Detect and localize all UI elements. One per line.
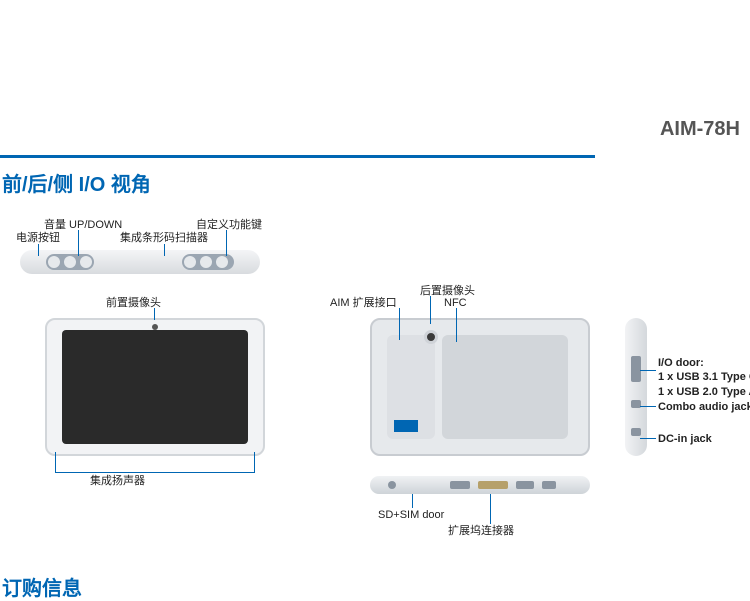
section-heading-2: 订购信息 (2, 572, 82, 601)
device-rear (370, 318, 590, 456)
front-camera-dot (152, 324, 158, 330)
port-misc1 (516, 481, 534, 489)
scanner-key-cluster (182, 254, 234, 270)
label-dock: 扩展坞连接器 (448, 524, 514, 538)
power-volume-cluster (46, 254, 94, 270)
section-heading: 前/后/侧 I/O 视角 (2, 168, 151, 197)
model-number: AIM-78H (660, 118, 740, 141)
leader (640, 438, 656, 439)
rear-brand-badge (394, 420, 418, 432)
device-side-edge (625, 318, 647, 456)
device-top-edge (20, 250, 260, 274)
leader (456, 308, 457, 342)
leader (78, 230, 79, 256)
label-front-cam: 前置摄像头 (106, 296, 161, 310)
label-io-door: I/O door: 1 x USB 3.1 Type C 1 x USB 2.0… (658, 356, 750, 399)
rear-camera-dot (424, 330, 438, 344)
port-misc2 (542, 481, 556, 489)
label-dc: DC-in jack (658, 432, 712, 446)
slot-io-door (631, 356, 641, 382)
leader (412, 494, 413, 508)
leader (38, 244, 39, 256)
leader (254, 452, 255, 472)
leader (640, 370, 656, 371)
label-aim-port: AIM 扩展接口 (330, 296, 397, 310)
rear-battery-panel (442, 335, 568, 439)
leader (226, 230, 227, 256)
leader (490, 494, 491, 524)
leader (430, 296, 431, 324)
header-rule (0, 155, 595, 158)
label-speaker: 集成扬声器 (90, 474, 145, 488)
leader (399, 308, 400, 340)
port-hole (388, 481, 396, 489)
leader (55, 452, 56, 472)
label-volume: 音量 UP/DOWN (44, 218, 122, 232)
slot-dc (631, 428, 641, 436)
port-sd-sim (450, 481, 470, 489)
device-front (45, 318, 265, 456)
device-bottom-edge (370, 476, 590, 494)
label-sd-sim: SD+SIM door (378, 508, 444, 522)
leader (55, 472, 255, 473)
front-screen (62, 330, 248, 444)
leader (164, 244, 165, 256)
leader (640, 406, 656, 407)
port-dock (478, 481, 508, 489)
label-audio: Combo audio jack (658, 400, 750, 414)
label-custom-key: 自定义功能键 (196, 218, 262, 232)
leader (154, 308, 155, 320)
